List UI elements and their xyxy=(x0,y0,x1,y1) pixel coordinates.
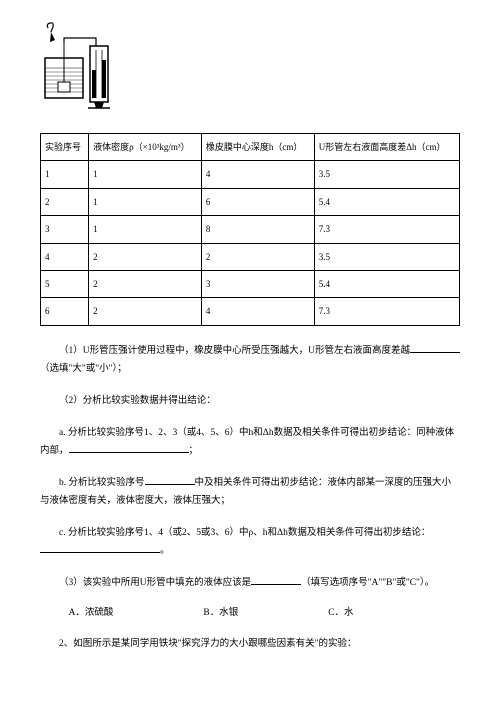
q3-suffix: （填写选项序号"A""B"或"C"）。 xyxy=(301,578,434,588)
experiment-diagram xyxy=(40,20,460,121)
table-cell: 3 xyxy=(201,270,314,297)
question-2a: a. 分析比较实验序号1、2、3（或4、5、6）中h和Δh数据及相关条件可得出初… xyxy=(40,424,460,460)
table-cell: 3.5 xyxy=(314,243,459,270)
table-cell: 4 xyxy=(41,243,89,270)
table-cell: 7.3 xyxy=(314,298,459,325)
table-header-row: 实验序号 液体密度ρ（×10³kg/m³） 橡皮膜中心深度h（cm） U形管左右… xyxy=(41,134,460,161)
table-cell: 1 xyxy=(89,161,202,188)
q1-suffix: （选填"大"或"小"）； xyxy=(40,364,127,374)
table-cell: 2 xyxy=(89,298,202,325)
question-2: （2）分析比较实验数据并得出结论： xyxy=(40,392,460,410)
table-cell: 2 xyxy=(41,188,89,215)
table-cell: 6 xyxy=(201,188,314,215)
table-cell: 1 xyxy=(41,161,89,188)
table-row: 1143.5 xyxy=(41,161,460,188)
table-row: 5235.4 xyxy=(41,270,460,297)
table-cell: 6 xyxy=(41,298,89,325)
table-cell: 2 xyxy=(201,243,314,270)
options-row: A．浓硫酸 B．水银 C．水 xyxy=(69,606,461,621)
table-cell: 8 xyxy=(201,216,314,243)
blank xyxy=(251,577,301,586)
question-next: 2、如图所示是某同学用铁块"探究浮力的大小跟哪些因素有关"的实验： xyxy=(40,635,460,653)
question-1: （1）U形管压强计使用过程中，橡皮膜中心所受压强越大，U形管左右液面高度差越 （选… xyxy=(40,342,460,378)
table-row: 4223.5 xyxy=(41,243,460,270)
table-cell: 5.4 xyxy=(314,270,459,297)
col-header: U形管左右液面高度差Δh（cm） xyxy=(314,134,459,161)
table-cell: 5.4 xyxy=(314,188,459,215)
question-2c: c. 分析比较实验序号1、4（或2、5或3、6）中ρ、h和Δh数据及相关条件可得… xyxy=(40,524,460,560)
table-cell: 3 xyxy=(41,216,89,243)
q2a-suffix: ； xyxy=(189,446,199,456)
data-table: 实验序号 液体密度ρ（×10³kg/m³） 橡皮膜中心深度h（cm） U形管左右… xyxy=(40,133,460,326)
table-cell: 1 xyxy=(89,188,202,215)
table-cell: 1 xyxy=(89,216,202,243)
table-cell: 5 xyxy=(41,270,89,297)
option-b: B．水银 xyxy=(203,606,238,621)
table-cell: 2 xyxy=(89,270,202,297)
table-body: 1143.52165.43187.34223.55235.46247.3 xyxy=(41,161,460,325)
table-row: 2165.4 xyxy=(41,188,460,215)
q2c-suffix: 。 xyxy=(160,546,170,556)
col-header: 实验序号 xyxy=(41,134,89,161)
q2b-text: b. 分析比较实验序号 xyxy=(59,478,145,488)
table-cell: 2 xyxy=(89,243,202,270)
option-c: C．水 xyxy=(328,606,353,621)
col-header: 橡皮膜中心深度h（cm） xyxy=(201,134,314,161)
blank xyxy=(410,344,460,353)
question-2b: b. 分析比较实验序号中及相关条件可得出初步结论：液体内部某一深度的压强大小与液… xyxy=(40,474,460,510)
option-a: A．浓硫酸 xyxy=(69,606,114,621)
q3-text: （3）该实验中所用U形管中填充的液体应该是 xyxy=(59,578,251,588)
table-cell: 4 xyxy=(201,161,314,188)
q1-text: （1）U形管压强计使用过程中，橡皮膜中心所受压强越大，U形管左右液面高度差越 xyxy=(59,346,410,356)
blank xyxy=(40,545,160,554)
blank xyxy=(69,444,189,453)
q2c-text: c. 分析比较实验序号1、4（或2、5或3、6）中ρ、h和Δh数据及相关条件可得… xyxy=(59,528,430,538)
table-cell: 3.5 xyxy=(314,161,459,188)
table-row: 6247.3 xyxy=(41,298,460,325)
table-cell: 4 xyxy=(201,298,314,325)
col-header: 液体密度ρ（×10³kg/m³） xyxy=(89,134,202,161)
blank xyxy=(145,476,195,485)
question-3: （3）该实验中所用U形管中填充的液体应该是 （填写选项序号"A""B"或"C"）。 xyxy=(40,574,460,592)
table-row: 3187.3 xyxy=(41,216,460,243)
table-cell: 7.3 xyxy=(314,216,459,243)
